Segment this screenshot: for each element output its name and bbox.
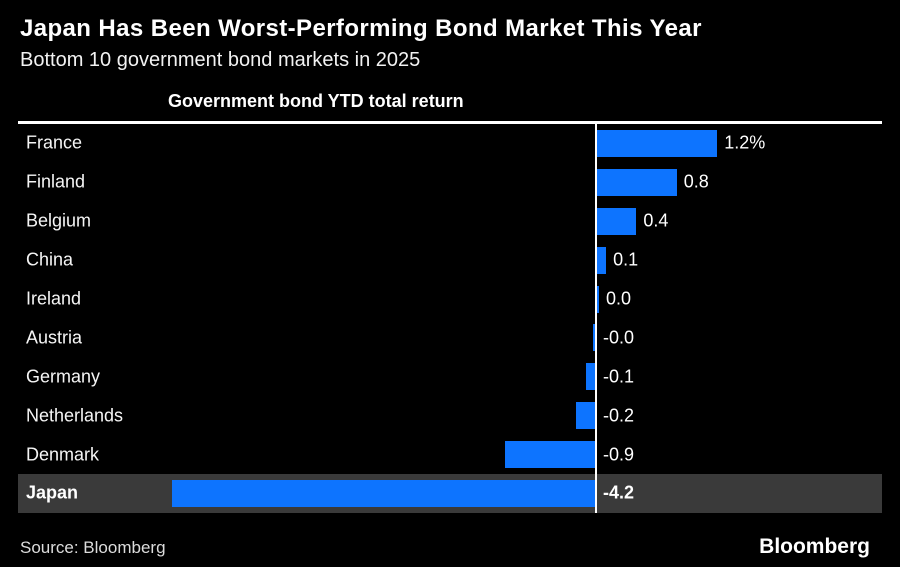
value-label: 0.8 — [683, 171, 709, 192]
chart-row-finland: Finland 0.8 — [18, 163, 882, 202]
chart-row-denmark: Denmark -0.9 — [18, 435, 882, 474]
chart-row-japan: Japan -4.2 — [18, 474, 882, 513]
chart-row-austria: Austria -0.0 — [18, 318, 882, 357]
bloomberg-logo: Bloomberg — [759, 535, 870, 558]
chart-row-france: France 1.2% — [18, 124, 882, 163]
chart-row-germany: Germany -0.1 — [18, 357, 882, 396]
value-label: 0.1 — [613, 249, 639, 270]
chart-row-china: China 0.1 — [18, 241, 882, 280]
bar-netherlands — [575, 402, 596, 430]
value-label: 0.4 — [643, 210, 669, 231]
category-label: Austria — [26, 327, 83, 348]
value-label: -0.9 — [603, 444, 635, 465]
bar-austria — [593, 324, 596, 352]
category-label: Japan — [26, 482, 79, 503]
zero-axis-line — [595, 124, 597, 513]
value-label: -4.2 — [603, 482, 635, 503]
value-label: -0.0 — [603, 327, 635, 348]
bar-finland — [596, 168, 677, 196]
bar-chart-plot-area: France 1.2% Finland 0.8 Belgium 0.4 China 0.1 Ir… — [18, 121, 882, 513]
bar-ireland — [596, 285, 599, 313]
chart-row-ireland: Ireland 0.0 — [18, 280, 882, 319]
bar-china — [596, 246, 607, 274]
chart-subtitle: Bottom 10 government bond markets in 202… — [20, 49, 421, 71]
bar-belgium — [596, 207, 637, 235]
category-label: China — [26, 249, 74, 270]
category-label: Ireland — [26, 288, 82, 309]
bar-germany — [585, 363, 596, 391]
category-label: Germany — [26, 366, 101, 387]
category-label: Belgium — [26, 210, 92, 231]
bar-denmark — [505, 441, 596, 469]
chart-title: Japan Has Been Worst-Performing Bond Mar… — [20, 15, 702, 42]
value-label: -0.1 — [603, 366, 635, 387]
chart-row-belgium: Belgium 0.4 — [18, 202, 882, 241]
category-label: France — [26, 132, 83, 153]
category-label: Netherlands — [26, 405, 124, 426]
source-attribution: Source: Bloomberg — [20, 538, 166, 557]
value-label: 1.2% — [724, 132, 766, 153]
value-label: -0.2 — [603, 405, 635, 426]
bar-france — [596, 130, 718, 157]
value-label: 0.0 — [606, 288, 632, 309]
bar-japan — [171, 480, 596, 508]
axis-title: Government bond YTD total return — [168, 91, 464, 111]
chart-row-netherlands: Netherlands -0.2 — [18, 396, 882, 435]
category-label: Denmark — [26, 444, 100, 465]
category-label: Finland — [26, 171, 86, 192]
